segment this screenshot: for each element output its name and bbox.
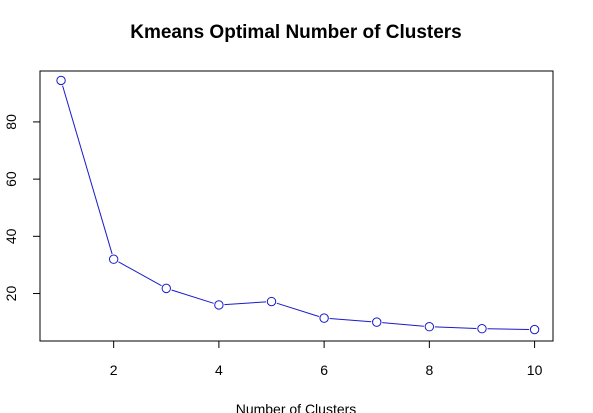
data-point [477,324,487,334]
series-line-segment [382,322,424,327]
x-tick-label: 10 [527,362,543,378]
data-point [372,317,382,327]
y-axis: 20 40 60 80 [3,114,40,301]
series-line-segment [62,85,113,255]
data-point [108,254,119,264]
data-point [214,300,224,310]
x-axis: 2 4 6 8 10 [110,341,543,378]
series-line-segment [487,328,530,330]
series-line-segment [171,289,214,304]
y-tick-label: 60 [3,171,19,187]
series-line-segment [118,261,162,287]
data-point [529,324,540,335]
data-point [161,283,171,294]
chart-title: Kmeans Optimal Number of Clusters [130,22,462,43]
x-tick-label: 6 [320,362,328,378]
x-tick-label: 4 [215,362,223,378]
y-tick-label: 80 [3,114,19,130]
y-tick-label: 20 [3,286,19,302]
series-line-segment [224,301,267,306]
plot-frame [39,70,554,342]
data-point [319,313,329,323]
data-point [424,321,435,332]
x-tick-label: 8 [425,362,433,378]
series-layer [56,75,540,335]
x-tick-label: 2 [110,362,118,378]
data-point [266,296,277,307]
x-axis-label: Number of Clusters [236,401,357,413]
series-line-segment [329,318,372,323]
data-point [56,75,66,86]
series-line-segment [434,326,477,329]
series-line-segment [276,302,320,317]
y-tick-label: 40 [3,228,19,244]
